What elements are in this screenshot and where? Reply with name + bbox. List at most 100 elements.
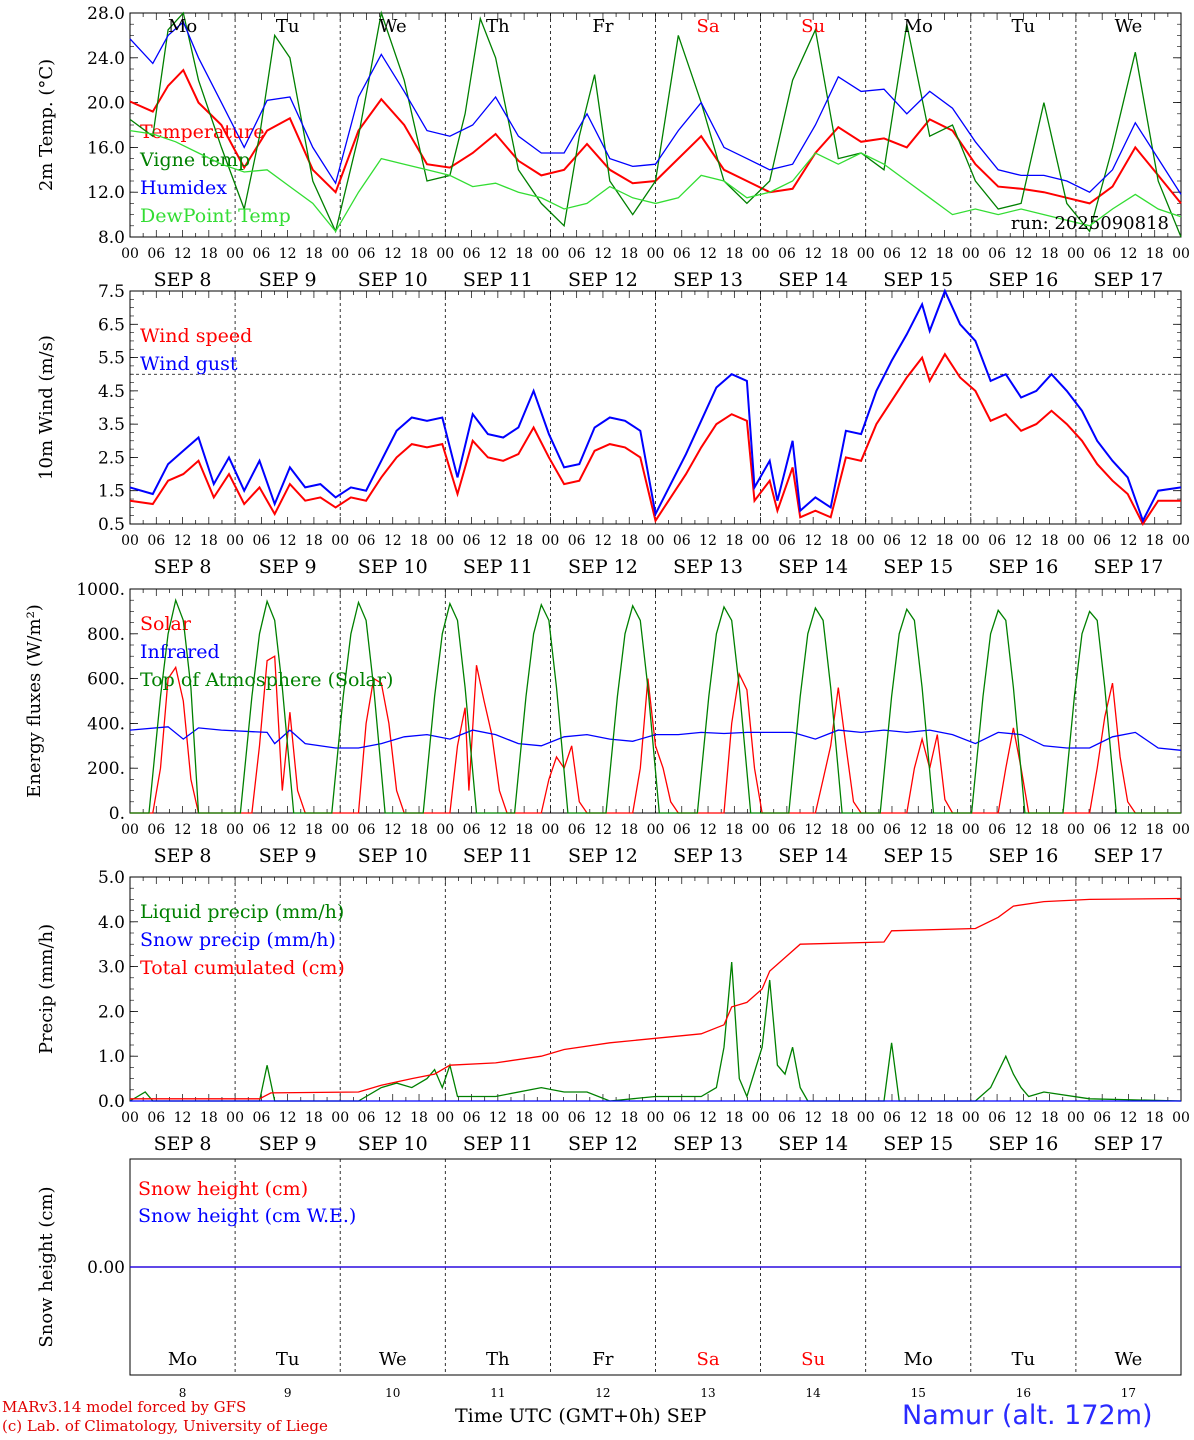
day-of-week-label: Tu — [1012, 1349, 1036, 1370]
hour-label: 00 — [962, 822, 980, 838]
hour-label: 00 — [541, 533, 559, 549]
hour-label: 18 — [305, 1110, 323, 1126]
station-name: Namur (alt. 172m) — [902, 1400, 1153, 1431]
day-number-label: 13 — [700, 1386, 715, 1400]
hour-label: 06 — [463, 246, 481, 262]
legend-entry: DewPoint Temp — [140, 205, 291, 227]
hour-label: 00 — [1067, 822, 1085, 838]
hour-label: 18 — [1041, 533, 1059, 549]
hour-label: 12 — [804, 533, 822, 549]
hour-label: 12 — [1014, 822, 1032, 838]
hour-label: 18 — [200, 822, 218, 838]
hour-label: 06 — [883, 533, 901, 549]
y-tick-label: 1.0 — [98, 1047, 125, 1067]
hour-label: 12 — [804, 246, 822, 262]
legend-entry: Wind gust — [140, 353, 238, 375]
day-of-week-label: Tu — [276, 1349, 300, 1370]
y-tick-label: 1.5 — [98, 482, 125, 502]
hour-label: 18 — [620, 246, 638, 262]
date-label: SEP 16 — [988, 556, 1058, 578]
day-of-week-label: Fr — [592, 16, 613, 37]
hour-label: 00 — [857, 822, 875, 838]
hour-label: 06 — [988, 822, 1006, 838]
day-number-label: 12 — [595, 1386, 610, 1400]
hour-label: 18 — [1146, 1110, 1164, 1126]
hour-label: 06 — [358, 1110, 376, 1126]
hour-label: 00 — [857, 1110, 875, 1126]
day-of-week-label: Fr — [592, 1349, 613, 1370]
y-tick-label: 2.5 — [98, 448, 125, 468]
hour-label: 06 — [358, 246, 376, 262]
date-label: SEP 16 — [988, 269, 1058, 291]
hour-label: 12 — [174, 246, 192, 262]
y-tick-label: 800. — [87, 625, 125, 645]
series-line — [129, 20, 1182, 195]
day-number-label: 11 — [490, 1386, 505, 1400]
hour-label: 18 — [305, 822, 323, 838]
date-label: SEP 8 — [154, 269, 212, 291]
day-number-label: 15 — [911, 1386, 926, 1400]
day-number-label: 10 — [385, 1386, 400, 1400]
hour-label: 12 — [279, 246, 297, 262]
hour-label: 06 — [568, 822, 586, 838]
hour-label: 00 — [857, 246, 875, 262]
day-of-week-label: We — [379, 1349, 407, 1370]
date-label: SEP 9 — [259, 845, 317, 867]
day-of-week-label: Tu — [1012, 16, 1036, 37]
hour-label: 06 — [988, 1110, 1006, 1126]
legend-entry: Vigne temp — [139, 149, 250, 171]
hour-label: 06 — [1093, 1110, 1111, 1126]
date-label: SEP 8 — [154, 845, 212, 867]
hour-label: 18 — [725, 1110, 743, 1126]
date-label: SEP 15 — [883, 845, 953, 867]
day-of-week-label: We — [1115, 16, 1143, 37]
day-of-week-label: Mo — [168, 1349, 197, 1370]
y-tick-label: 1000. — [76, 580, 125, 600]
hour-label: 06 — [883, 246, 901, 262]
hour-label: 00 — [752, 246, 770, 262]
date-label: SEP 9 — [259, 556, 317, 578]
date-label: SEP 12 — [568, 269, 638, 291]
hour-label: 12 — [174, 822, 192, 838]
day-number-label: 17 — [1121, 1386, 1136, 1400]
date-label: SEP 10 — [358, 1133, 428, 1155]
y-tick-label: 5.0 — [98, 868, 125, 888]
hour-label: 18 — [1146, 533, 1164, 549]
hour-label: 00 — [647, 822, 665, 838]
hour-label: 18 — [1146, 246, 1164, 262]
hour-label: 12 — [909, 1110, 927, 1126]
y-tick-label: 8.0 — [98, 228, 125, 248]
date-label: SEP 11 — [463, 556, 533, 578]
day-of-week-label: We — [379, 16, 407, 37]
hour-label: 00 — [647, 1110, 665, 1126]
hour-label: 00 — [1172, 822, 1190, 838]
y-tick-label: 0. — [109, 804, 125, 824]
hour-label: 12 — [699, 822, 717, 838]
hour-label: 12 — [279, 533, 297, 549]
date-label: SEP 17 — [1094, 556, 1164, 578]
date-label: SEP 11 — [463, 269, 533, 291]
day-of-week-label: Mo — [904, 1349, 933, 1370]
hour-label: 06 — [147, 533, 165, 549]
hour-label: 06 — [778, 1110, 796, 1126]
hour-label: 12 — [174, 1110, 192, 1126]
hour-label: 18 — [515, 246, 533, 262]
hour-label: 12 — [489, 822, 507, 838]
hour-label: 18 — [200, 533, 218, 549]
time-axis-label: Time UTC (GMT+0h) SEP — [455, 1405, 707, 1427]
series-line — [129, 68, 1182, 205]
hour-label: 18 — [1041, 1110, 1059, 1126]
hour-label: 18 — [200, 246, 218, 262]
hour-label: 12 — [594, 1110, 612, 1126]
hour-label: 12 — [594, 246, 612, 262]
hour-label: 06 — [673, 822, 691, 838]
hour-label: 12 — [279, 822, 297, 838]
hour-label: 18 — [620, 1110, 638, 1126]
y-axis-label: Precip (mm/h) — [36, 924, 57, 1054]
hour-label: 00 — [857, 533, 875, 549]
hour-label: 06 — [988, 533, 1006, 549]
hour-label: 12 — [594, 822, 612, 838]
series-line — [129, 288, 1182, 524]
y-tick-label: 6.5 — [98, 315, 125, 335]
hour-label: 12 — [1120, 533, 1138, 549]
